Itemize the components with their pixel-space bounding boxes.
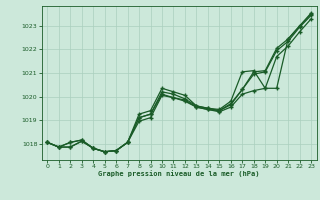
X-axis label: Graphe pression niveau de la mer (hPa): Graphe pression niveau de la mer (hPa) (99, 171, 260, 177)
